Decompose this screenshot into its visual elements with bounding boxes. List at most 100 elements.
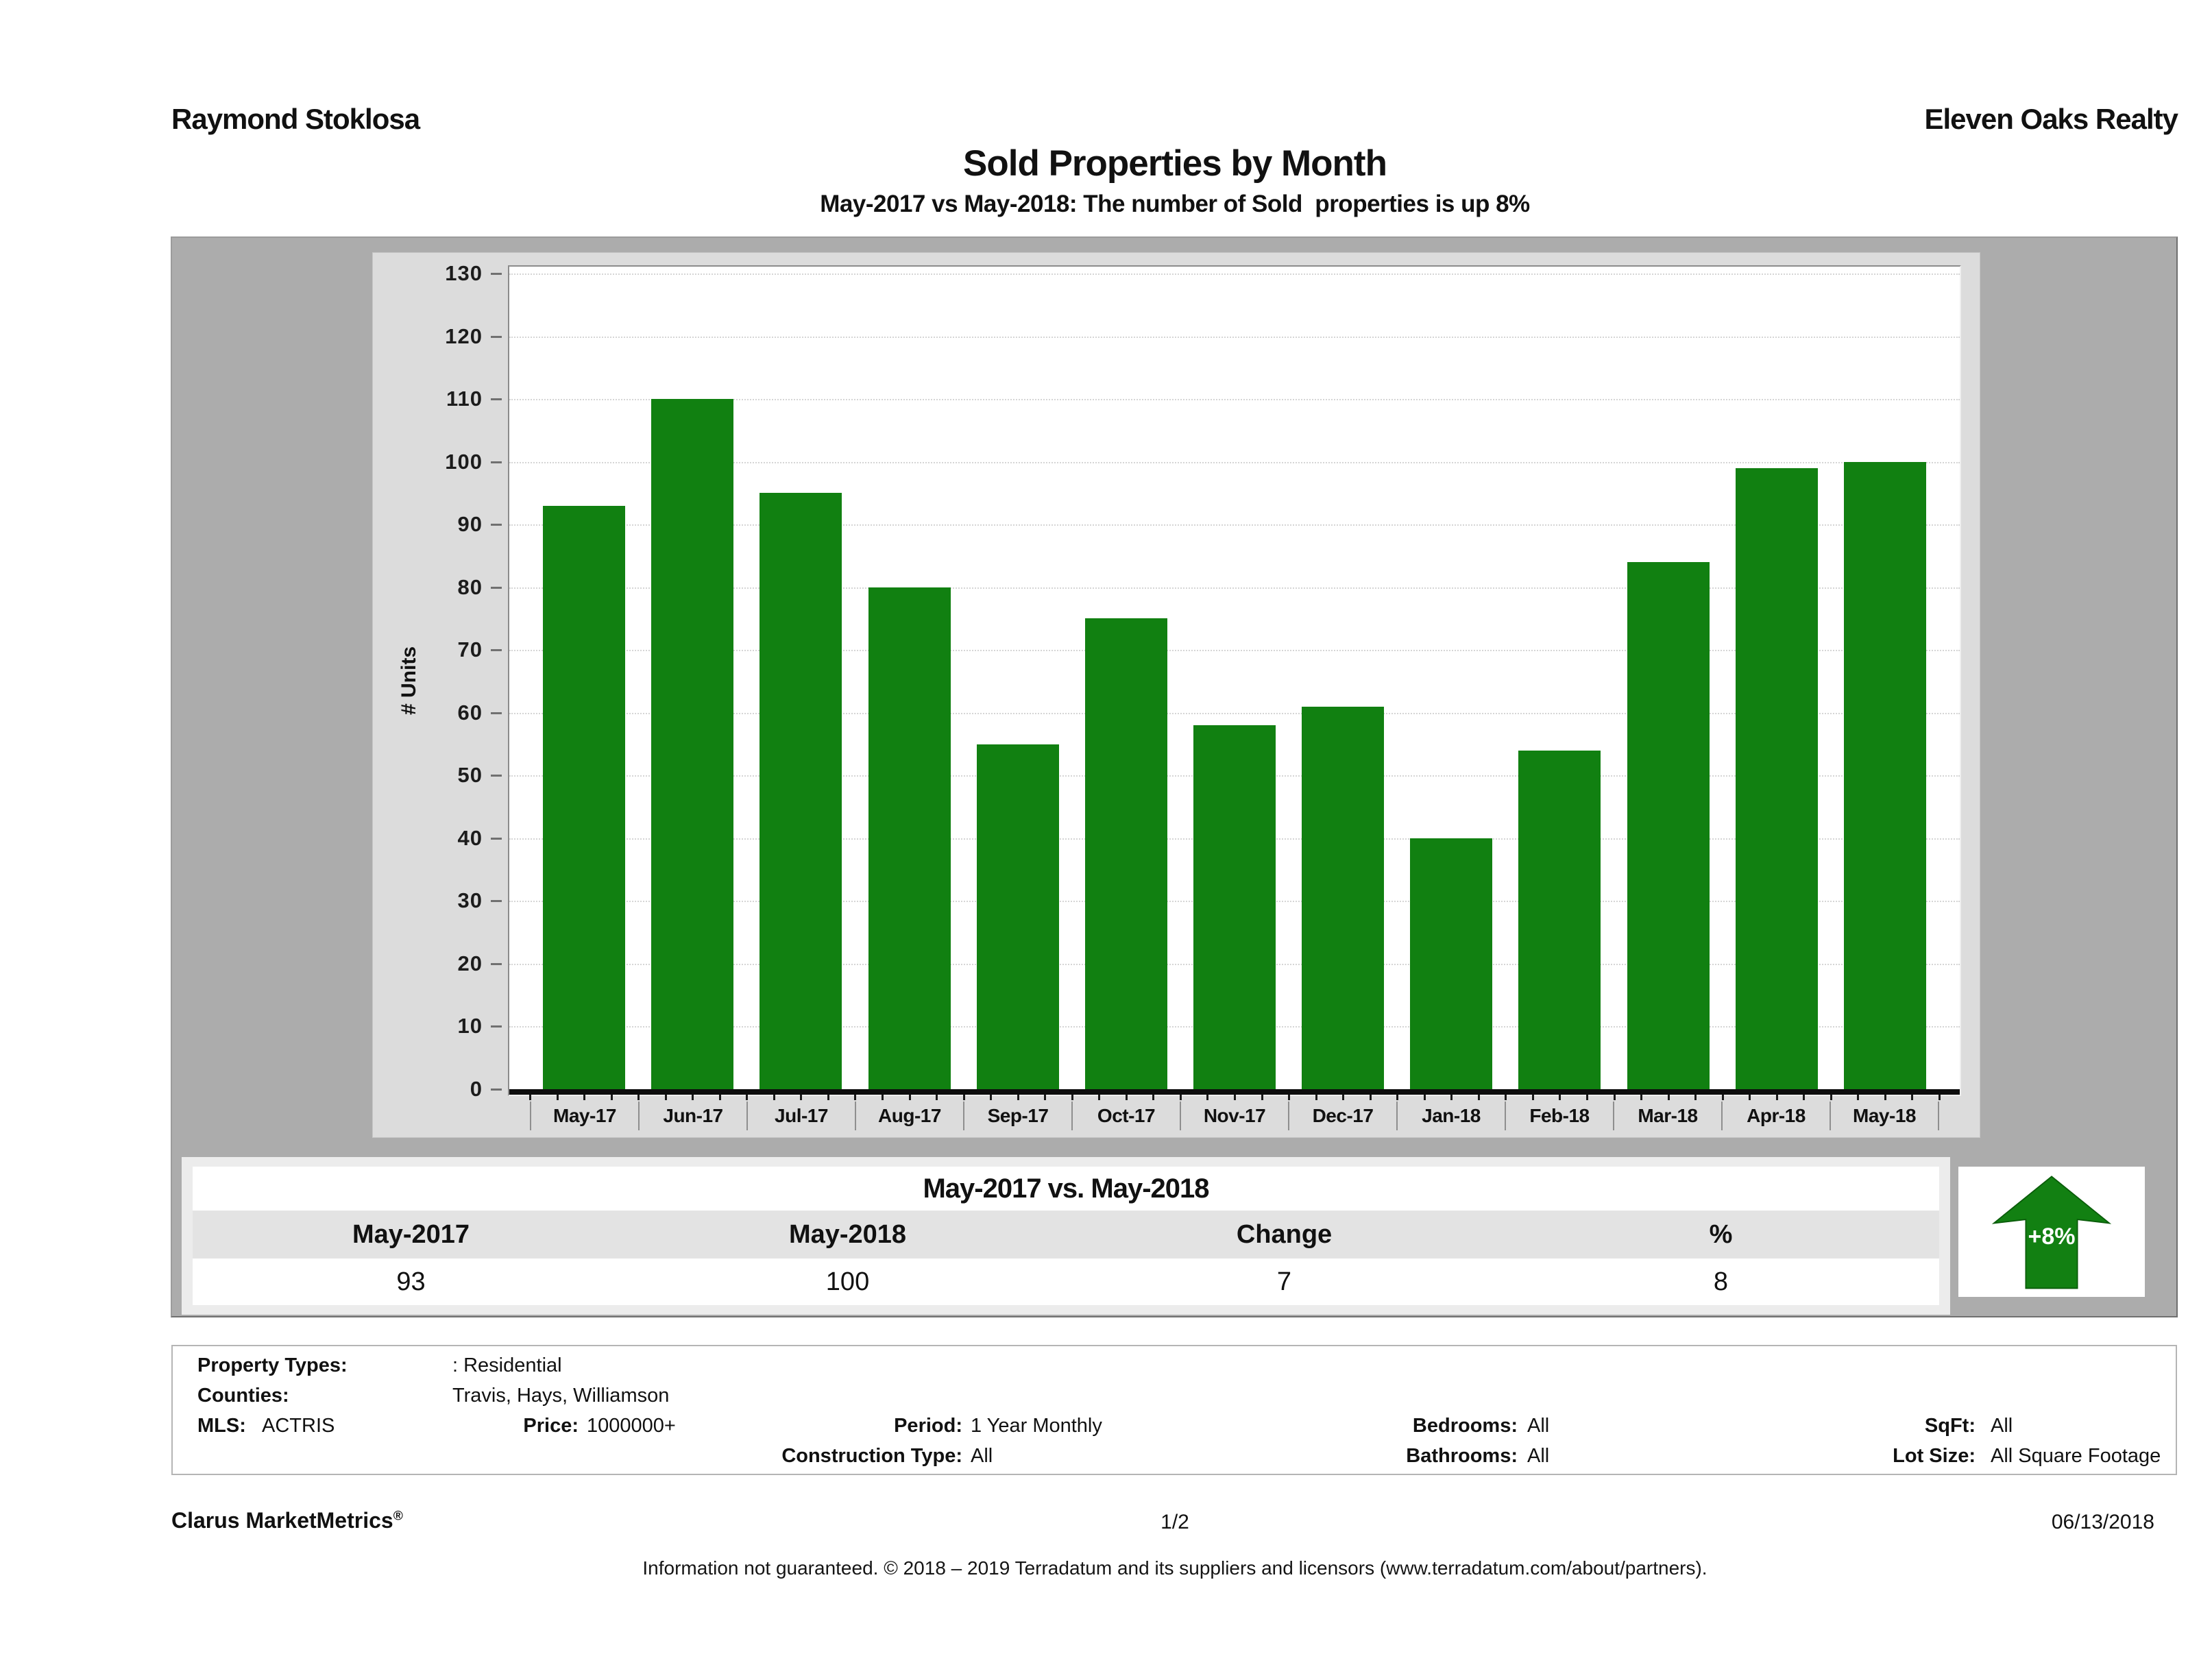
y-tick-mark xyxy=(491,335,502,338)
summary-value: 93 xyxy=(396,1267,426,1296)
x-axis-label: Oct-17 xyxy=(1071,1102,1180,1130)
x-tick-mark xyxy=(610,1095,613,1100)
summary-value: 100 xyxy=(825,1267,870,1296)
lot-size-value: All Square Footage xyxy=(1991,1445,2161,1467)
x-tick-mark xyxy=(854,1095,857,1100)
x-tick-mark xyxy=(908,1095,911,1100)
x-tick-mark xyxy=(1694,1095,1697,1100)
bedrooms-value: All xyxy=(1527,1415,1550,1437)
x-tick-mark xyxy=(1288,1095,1291,1100)
x-tick-mark xyxy=(773,1095,775,1100)
page-title: Sold Properties by Month xyxy=(963,143,1387,184)
x-tick-mark xyxy=(990,1095,993,1100)
x-tick-mark xyxy=(1179,1095,1182,1100)
property-types-label: Property Types: xyxy=(197,1354,348,1376)
mls-value: ACTRIS xyxy=(262,1415,335,1437)
bar-Jan-18 xyxy=(1410,838,1493,1089)
x-tick-mark xyxy=(1125,1095,1128,1100)
chart-panel: # Units 0 10 20 30 40 50 60 70 80 90 100 110 120 130 … xyxy=(171,236,2178,1317)
footer-brand: Clarus MarketMetrics® xyxy=(171,1508,403,1533)
plot-inner xyxy=(509,267,1960,1095)
bar-Aug-17 xyxy=(868,587,951,1089)
y-axis-label: 20 xyxy=(457,951,483,975)
x-tick-mark xyxy=(1369,1095,1372,1100)
x-axis: May-17 Jun-17 Jul-17 Aug-17 Sep-17 Oct-17 Nov-… xyxy=(530,1102,1939,1130)
trend-badge-label: +8% xyxy=(2028,1224,2075,1250)
company-name: Eleven Oaks Realty xyxy=(1924,103,2178,135)
y-axis-label: 0 xyxy=(470,1077,483,1101)
bar-Oct-17 xyxy=(1084,618,1167,1089)
y-tick-mark xyxy=(491,461,502,463)
y-axis-label: 90 xyxy=(457,512,483,537)
bar-Mar-18 xyxy=(1627,562,1710,1089)
x-tick-mark xyxy=(1911,1095,1914,1100)
x-tick-mark xyxy=(1613,1095,1616,1100)
x-tick-mark xyxy=(1450,1095,1453,1100)
x-tick-mark xyxy=(1640,1095,1643,1100)
x-tick-mark xyxy=(1857,1095,1860,1100)
bedrooms-label: Bedrooms: xyxy=(1412,1415,1518,1437)
gridline xyxy=(509,650,1960,652)
period-label: Period: xyxy=(894,1415,962,1437)
y-tick-mark xyxy=(491,273,502,275)
x-axis-label: Aug-17 xyxy=(855,1102,963,1130)
y-tick-mark xyxy=(491,524,502,526)
x-axis-label: Jan-18 xyxy=(1396,1102,1505,1130)
x-tick-mark xyxy=(1505,1095,1507,1100)
plot-area xyxy=(508,265,1961,1096)
x-tick-mark xyxy=(1830,1095,1832,1100)
summary-value: 8 xyxy=(1713,1267,1729,1296)
y-axis-label: 120 xyxy=(445,324,483,348)
x-tick-mark xyxy=(1775,1095,1778,1100)
y-tick-mark xyxy=(491,900,502,903)
x-tick-mark xyxy=(1559,1095,1561,1100)
y-axis-label: 40 xyxy=(457,825,483,850)
x-tick-mark xyxy=(1423,1095,1426,1100)
y-tick-mark xyxy=(491,712,502,714)
gridline xyxy=(509,273,1960,275)
footer-date: 06/13/2018 xyxy=(2051,1511,2154,1533)
bar-Nov-17 xyxy=(1193,725,1276,1089)
x-tick-mark xyxy=(556,1095,559,1100)
bar-Jun-17 xyxy=(651,399,734,1089)
property-types-value: : Residential xyxy=(452,1354,562,1376)
price-value: 1000000+ xyxy=(587,1415,676,1437)
sqft-value: All xyxy=(1991,1415,2013,1437)
gridline xyxy=(509,712,1960,714)
summary-value: 7 xyxy=(1276,1267,1292,1296)
x-tick-mark xyxy=(1071,1095,1073,1100)
x-axis-label: Jun-17 xyxy=(638,1102,746,1130)
y-tick-mark xyxy=(491,398,502,401)
x-axis-label: Sep-17 xyxy=(963,1102,1071,1130)
gridline xyxy=(509,461,1960,463)
x-tick-mark xyxy=(1667,1095,1670,1100)
summary-col-header: May-2018 xyxy=(788,1219,907,1249)
summary-value-row: 93 100 7 8 xyxy=(193,1258,1939,1305)
x-tick-mark xyxy=(1531,1095,1534,1100)
x-tick-mark xyxy=(1938,1095,1941,1100)
x-tick-mark xyxy=(936,1095,938,1100)
bathrooms-label: Bathrooms: xyxy=(1406,1445,1518,1467)
bar-Dec-17 xyxy=(1302,706,1385,1089)
x-axis-label: May-17 xyxy=(530,1102,638,1130)
x-axis-label: Apr-18 xyxy=(1721,1102,1830,1130)
x-tick-mark xyxy=(1315,1095,1317,1100)
y-tick-mark xyxy=(491,1089,502,1091)
x-tick-mark xyxy=(800,1095,803,1100)
bathrooms-value: All xyxy=(1527,1445,1550,1467)
x-tick-mark xyxy=(1586,1095,1588,1100)
trend-indicator: +8% xyxy=(1958,1167,2145,1297)
counties-value: Travis, Hays, Williamson xyxy=(452,1385,670,1407)
x-tick-mark xyxy=(718,1095,721,1100)
x-tick-mark xyxy=(664,1095,667,1100)
footer-disclaimer: Information not guaranteed. © 2018 – 201… xyxy=(642,1557,1707,1579)
x-tick-mark xyxy=(962,1095,965,1100)
summary-col-header: % xyxy=(1709,1219,1733,1249)
x-tick-mark xyxy=(1234,1095,1236,1100)
x-tick-mark xyxy=(1749,1095,1751,1100)
y-axis-label: 10 xyxy=(457,1014,483,1038)
y-axis-label: 70 xyxy=(457,637,483,662)
bar-May-17 xyxy=(543,505,626,1089)
bar-Apr-18 xyxy=(1735,467,1818,1089)
summary-header-row: May-2017 May-2018 Change % xyxy=(193,1211,1939,1258)
